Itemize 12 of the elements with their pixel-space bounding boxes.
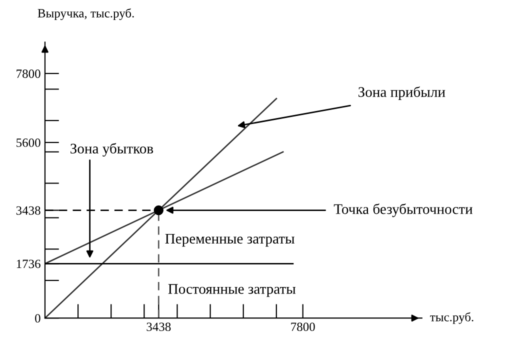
annotation: Точка безубыточности — [334, 203, 473, 218]
annotation: Зона прибыли — [358, 86, 446, 100]
y-tick-label: 3438 — [16, 206, 40, 215]
annotation: Зона убытков — [70, 142, 154, 157]
y-tick-label: 0 — [35, 314, 40, 323]
y-tick-label: 5600 — [16, 138, 40, 147]
annotation: Переменные затраты — [165, 234, 294, 247]
y-axis-title: Выручка, тыс.руб. — [38, 8, 134, 20]
annotation: Постоянные затраты — [168, 284, 296, 297]
y-tick-label: 7800 — [16, 70, 40, 78]
x-axis-title: тыс.руб. — [430, 312, 474, 324]
y-tick-label: 1736 — [16, 260, 40, 268]
